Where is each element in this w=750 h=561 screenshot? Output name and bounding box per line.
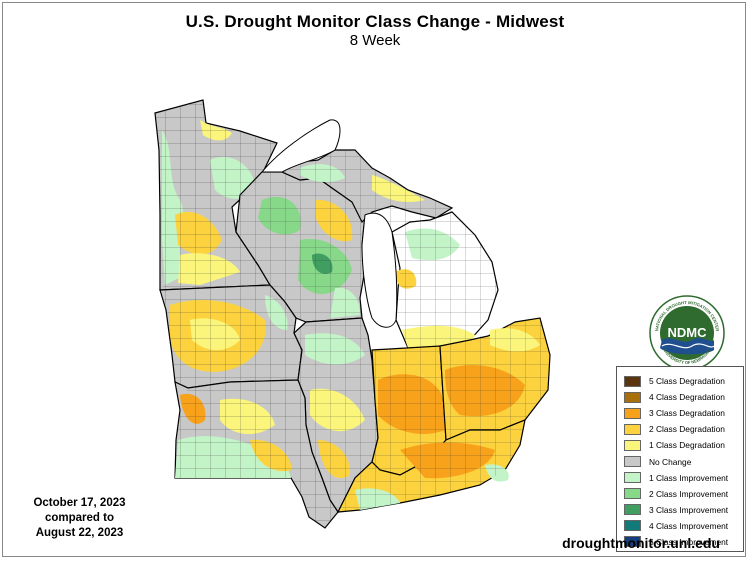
legend-item: 5 Class Degradation: [624, 373, 743, 389]
legend-swatch: [624, 472, 641, 484]
date-current: October 17, 2023: [33, 497, 126, 509]
comparison-dates: October 17, 2023 compared to August 22, …: [22, 496, 137, 541]
legend-label: 5 Class Improvement: [649, 536, 729, 547]
legend-item: 1 Class Degradation: [624, 437, 743, 453]
legend-item: 2 Class Degradation: [624, 421, 743, 437]
legend-item: 3 Class Improvement: [624, 502, 743, 518]
map-subtitle: 8 Week: [349, 32, 401, 49]
legend-swatch: [624, 423, 641, 435]
map-title: U.S. Drought Monitor Class Change - Midw…: [185, 12, 565, 31]
website-link[interactable]: droughtmonitor.unl.edu: [562, 535, 720, 551]
legend-item: 4 Class Improvement: [624, 518, 743, 534]
legend-swatch: [624, 391, 641, 403]
logo-acronym: NDMC: [668, 325, 708, 340]
lake-michigan: [361, 212, 398, 328]
legend-item: 5 Class Improvement: [624, 534, 743, 550]
legend-swatch: [624, 439, 641, 451]
legend-item: 1 Class Improvement: [624, 470, 743, 486]
legend-label: 2 Class Degradation: [649, 424, 725, 435]
legend-swatch: [624, 504, 641, 516]
date-compared-to: compared to: [44, 512, 114, 524]
ndmc-logo: NDMC NATIONAL DROUGHT MITIGATION CENTER …: [649, 295, 725, 371]
legend-label: 1 Class Improvement: [649, 472, 729, 483]
legend-label: 3 Class Improvement: [649, 504, 729, 515]
legend-label: 1 Class Degradation: [649, 440, 725, 451]
legend-swatch: [624, 536, 641, 548]
legend-label: 4 Class Degradation: [649, 392, 725, 403]
legend-swatch: [624, 407, 641, 419]
legend-swatch: [624, 488, 641, 500]
legend-swatch: [624, 520, 641, 532]
legend-label: 4 Class Improvement: [649, 520, 729, 531]
legend-label: No Change: [649, 456, 692, 467]
legend-item: 3 Class Degradation: [624, 405, 743, 421]
legend-swatch: [624, 456, 641, 468]
date-previous: August 22, 2023: [35, 527, 124, 539]
lake-superior: [260, 119, 341, 173]
legend-item: 4 Class Degradation: [624, 389, 743, 405]
legend-item: 2 Class Improvement: [624, 486, 743, 502]
legend: 5 Class Degradation 4 Class Degradation 3 …: [616, 366, 744, 552]
legend-label: 5 Class Degradation: [649, 376, 725, 387]
legend-label: 2 Class Improvement: [649, 488, 729, 499]
legend-label: 3 Class Degradation: [649, 408, 725, 419]
legend-item: No Change: [624, 453, 743, 469]
legend-swatch: [624, 375, 641, 387]
